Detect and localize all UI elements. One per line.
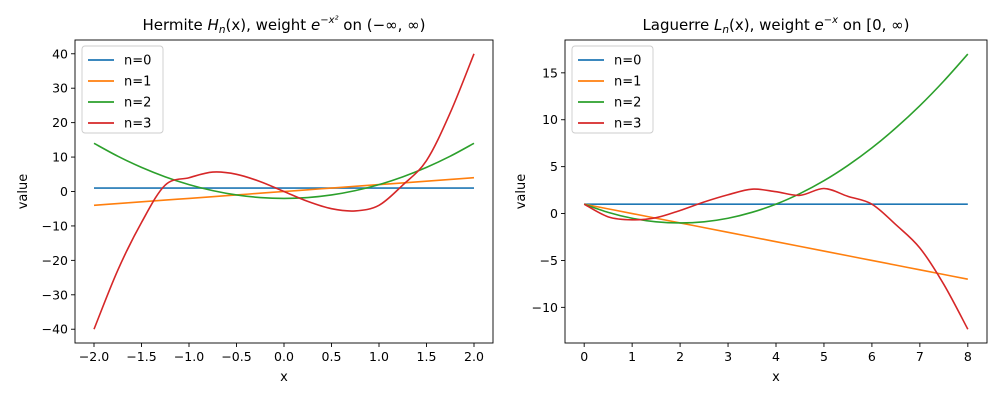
x-tick-label: 3	[724, 349, 732, 364]
x-tick-label: −2.0	[79, 349, 109, 364]
legend-label: n=3	[614, 117, 641, 132]
y-axis-label: value	[514, 174, 529, 210]
series-line-n=2	[93, 142, 475, 200]
x-tick-label: −1.5	[126, 349, 156, 364]
y-tick-label: 0	[60, 184, 68, 199]
x-tick-label: 0.5	[322, 349, 342, 364]
x-axis-label: x	[280, 370, 288, 385]
series-lines	[583, 53, 969, 330]
y-tick-label: 10	[52, 150, 68, 165]
y-tick-label: −5	[540, 253, 558, 268]
y-axis-label: value	[16, 174, 31, 210]
y-tick-label: −10	[42, 218, 68, 233]
x-axis-label: x	[772, 370, 780, 385]
x-tick-label: 0	[580, 349, 588, 364]
legend: n=0 n=1 n=2 n=3	[81, 45, 164, 134]
x-tick-label: 2	[676, 349, 684, 364]
series-line-n=1	[584, 203, 968, 280]
series-line-n=3	[583, 187, 969, 330]
x-tick-label: −0.5	[221, 349, 251, 364]
y-tick-label: −30	[42, 287, 68, 302]
legend-label: n=0	[614, 54, 641, 69]
legend-label: n=2	[614, 96, 641, 111]
x-tick-label: 1	[628, 349, 636, 364]
x-tick-label: 7	[916, 349, 924, 364]
x-tick-label: −1.0	[174, 349, 204, 364]
y-tick-label: 0	[550, 206, 558, 221]
legend-label: n=2	[124, 96, 151, 111]
x-tick-label: 5	[820, 349, 828, 364]
y-tick-label: 40	[52, 46, 68, 61]
legend-label: n=3	[124, 117, 151, 132]
y-tick-label: 15	[542, 65, 558, 80]
chart-panel-2: Laguerre Ln(x), weight e−x on [0, ∞) 0 1 2 3…	[514, 15, 988, 385]
y-tick-label: 30	[52, 81, 68, 96]
legend-box	[81, 45, 164, 134]
y-tick-label: −10	[532, 300, 558, 315]
legend-label: n=1	[614, 75, 641, 90]
y-tick-label: 5	[550, 159, 558, 174]
y-tick-label: −40	[42, 322, 68, 337]
x-tick-label: 2.0	[464, 349, 484, 364]
series-lines	[93, 53, 475, 330]
x-tick-label: 1.0	[369, 349, 389, 364]
x-tick-label: 6	[868, 349, 876, 364]
y-tick-label: 20	[52, 115, 68, 130]
legend-box	[571, 45, 654, 134]
series-line-n=3	[93, 53, 475, 330]
y-tick-label: 10	[542, 112, 558, 127]
legend-label: n=0	[124, 54, 151, 69]
x-tick-label: 1.5	[417, 349, 437, 364]
y-tick-label: −20	[42, 253, 68, 268]
legend: n=0 n=1 n=2 n=3	[571, 45, 654, 134]
chart-title: Laguerre Ln(x), weight e−x on [0, ∞)	[642, 15, 909, 36]
x-tick-label: 8	[964, 349, 972, 364]
x-tick-label: 4	[772, 349, 780, 364]
chart-panel-1: Hermite Hn(x), weight e−x² on (−∞, ∞) −2.…	[16, 15, 494, 385]
chart-title: Hermite Hn(x), weight e−x² on (−∞, ∞)	[142, 15, 425, 36]
legend-label: n=1	[124, 75, 151, 90]
series-line-n=2	[583, 53, 969, 224]
x-tick-label: 0.0	[274, 349, 294, 364]
